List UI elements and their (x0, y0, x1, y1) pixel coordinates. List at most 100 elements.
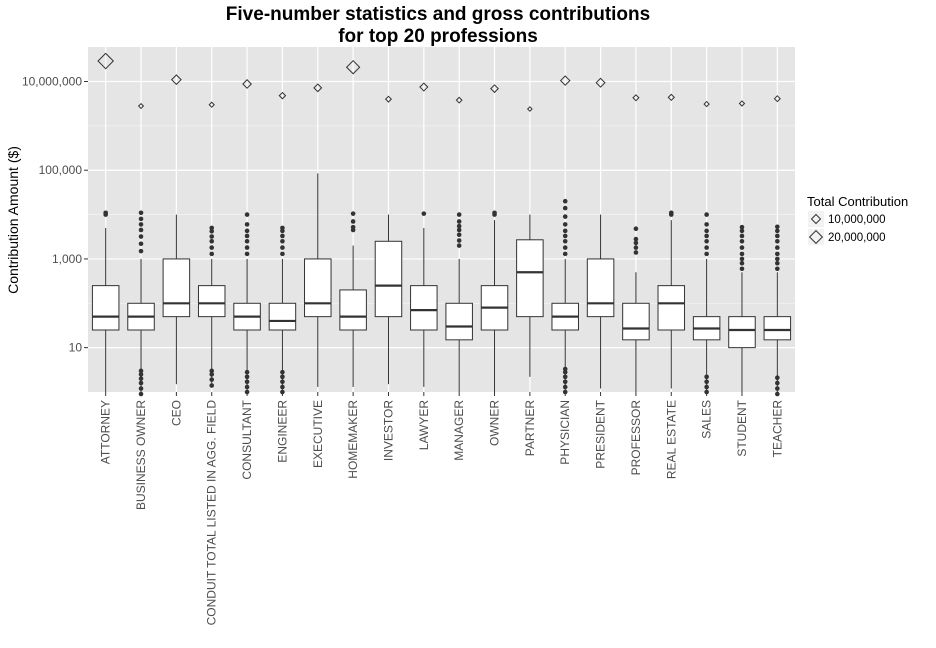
x-tick-label: INVESTOR (381, 400, 395, 461)
total-diamond (208, 101, 215, 108)
outlier-point (138, 386, 144, 391)
outlier-point (562, 205, 568, 211)
total-diamond (242, 79, 253, 89)
outlier-point (456, 227, 462, 233)
outlier-point (244, 379, 250, 385)
y-axis: 10 1,000 100,000 10,000,000 (22, 75, 88, 355)
outlier-point (138, 368, 144, 374)
total-diamond (455, 96, 463, 104)
outlier-point (704, 379, 709, 385)
boxplot-president (586, 214, 615, 389)
chart-title-line-1: Five-number statistics and gross contrib… (226, 4, 650, 25)
outlier-point (138, 372, 144, 377)
outlier-point (138, 234, 144, 239)
outlier-point (739, 238, 745, 244)
outlier-point (138, 380, 144, 386)
boxplot-professor (622, 226, 650, 392)
outlier-point (775, 386, 780, 391)
y-tick-label: 10,000,000 (22, 75, 82, 89)
x-tick-label: BUSINESS OWNER (134, 400, 148, 510)
box (622, 302, 650, 341)
outlier-point (739, 256, 745, 262)
outlier-point (209, 234, 215, 239)
outlier-point (456, 232, 462, 238)
outlier-point (562, 222, 568, 227)
box (197, 285, 226, 318)
legend-diamond (810, 213, 822, 225)
box (657, 285, 686, 331)
outlier-point (244, 212, 250, 217)
legend-label: 10,000,000 (828, 214, 886, 226)
box (410, 285, 438, 331)
x-tick-label: MANAGER (452, 400, 466, 461)
total-diamond (137, 102, 145, 110)
outlier-point (704, 384, 709, 390)
boxplot-real-estate (657, 210, 686, 389)
outlier-point (739, 228, 745, 234)
chart-title-line-2: for top 20 professions (338, 26, 538, 47)
total-diamond (170, 74, 182, 86)
outlier-point (739, 233, 745, 239)
outlier-point (280, 379, 285, 385)
boxplot-attorney (91, 210, 120, 392)
outlier-point (456, 238, 462, 243)
outlier-point (775, 380, 780, 386)
outlier-point (244, 228, 250, 234)
outlier-point (775, 260, 780, 266)
total-diamond (595, 77, 606, 88)
plot-panel (88, 47, 795, 392)
x-tick-label: ENGINEER (275, 400, 289, 463)
x-tick-label: PROFESSOR (629, 400, 643, 476)
outlier-point (704, 374, 709, 380)
boxplot-consultant (233, 212, 261, 395)
outlier-point (209, 377, 215, 382)
x-tick-label: REAL ESTATE (664, 400, 678, 479)
legend-title: Total Contribution (807, 194, 908, 209)
x-tick-label: TEACHER (770, 400, 784, 458)
box (516, 239, 544, 318)
box (728, 316, 756, 349)
outlier-point (456, 223, 462, 229)
outlier-point (775, 224, 780, 230)
outlier-point (775, 375, 780, 381)
outlier-point (704, 222, 709, 227)
outlier-point (350, 224, 356, 230)
x-tick-label: SALES (700, 400, 714, 439)
boxplot-owner (480, 210, 509, 392)
outlier-point (562, 251, 568, 257)
outlier-point (209, 251, 215, 257)
outlier-point (775, 238, 780, 244)
total-diamond (703, 100, 710, 108)
outlier-point (138, 210, 144, 216)
outlier-point (244, 251, 250, 257)
outlier-point (138, 222, 144, 227)
x-tick-label: PHYSICIAN (558, 400, 572, 465)
outlier-point (138, 216, 144, 222)
box (162, 258, 191, 318)
x-tick-label: CONSULTANT (240, 399, 254, 479)
y-tick-label: 100,000 (39, 163, 83, 177)
x-tick-label: STUDENT (735, 399, 749, 456)
box (339, 289, 367, 331)
outlier-point (739, 224, 745, 230)
outlier-point (456, 243, 462, 248)
outlier-point (704, 233, 709, 239)
outlier-point (209, 245, 215, 250)
y-tick-label: 10 (69, 341, 83, 355)
outlier-point (209, 228, 215, 234)
boxplots (91, 173, 792, 397)
outlier-point (244, 245, 250, 250)
outlier-point (775, 233, 780, 239)
total-diamond (526, 106, 533, 112)
outlier-point (103, 210, 108, 216)
outlier-point (456, 219, 462, 224)
outlier-point (704, 245, 709, 250)
outlier-point (633, 236, 639, 242)
outlier-point (562, 245, 568, 250)
total-diamond (490, 84, 499, 94)
boxplot-conduit-total-listed-in-agg-field (197, 225, 226, 388)
box (586, 258, 615, 318)
total-diamond (97, 52, 115, 70)
x-tick-label: HOMEMAKER (346, 400, 360, 479)
